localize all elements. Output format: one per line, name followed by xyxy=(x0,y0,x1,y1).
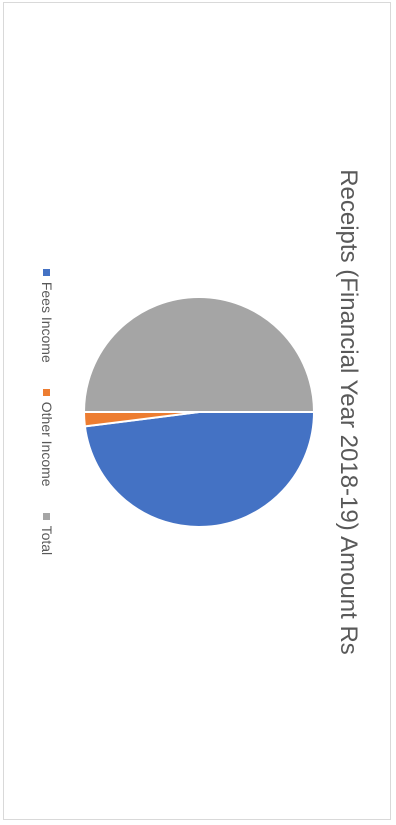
chart-area: Receipts (Financial Year 2018-19) Amount… xyxy=(4,3,392,821)
legend-item-total: Total xyxy=(39,512,55,556)
pie-slice-total xyxy=(82,296,316,413)
legend-label: Other Income xyxy=(39,401,55,487)
legend-swatch xyxy=(43,512,51,520)
legend-label: Fees Income xyxy=(39,281,55,363)
pie-slice-fees-income xyxy=(83,411,316,528)
chart-frame: Receipts (Financial Year 2018-19) Amount… xyxy=(3,2,391,820)
legend-swatch xyxy=(43,268,51,276)
legend-item-fees-income: Fees Income xyxy=(39,268,55,363)
legend-item-other-income: Other Income xyxy=(39,388,55,487)
legend-label: Total xyxy=(39,525,55,556)
chart-legend: Fees Income Other Income Total xyxy=(39,3,55,821)
pie-chart xyxy=(82,296,316,528)
legend-swatch xyxy=(43,388,51,396)
